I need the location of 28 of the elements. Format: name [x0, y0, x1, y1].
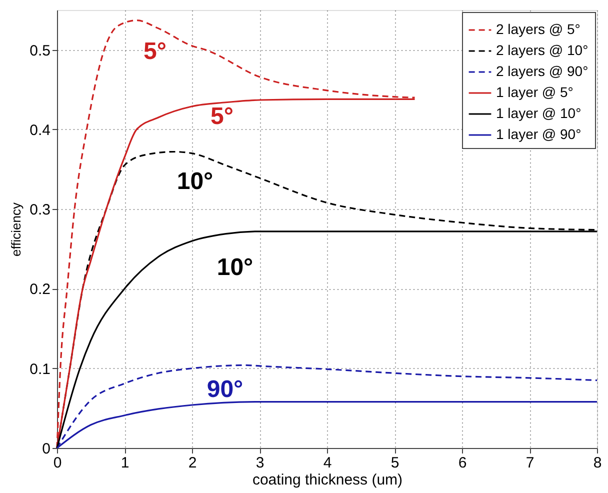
x-tick-label: 5	[390, 454, 400, 472]
annotation: 10°	[176, 168, 214, 195]
y-tick-label: 0.4	[30, 122, 50, 139]
annotation: 5°	[144, 38, 166, 65]
y-tick-label: 0.1	[30, 360, 50, 378]
y-axis-title: efficiency	[8, 202, 24, 256]
y-tick-label: 0.3	[30, 202, 50, 219]
x-tick-label: 3	[256, 454, 264, 472]
y-tick-label: 0	[42, 440, 50, 458]
x-tick-label: 1	[120, 454, 130, 472]
x-tick-label: 2	[188, 454, 197, 472]
legend-label: 2 layers @ 5°	[496, 21, 580, 37]
annotation: 90°	[206, 376, 244, 403]
y-tick-label: 0.5	[30, 42, 50, 60]
annotation: 5°	[210, 103, 234, 130]
x-tick-label: 6	[458, 454, 467, 472]
x-axis-title: coating thickness (um)	[252, 472, 403, 488]
legend-label: 1 layer @ 10°	[496, 105, 582, 121]
x-tick-label: 8	[593, 454, 602, 472]
legend-label: 2 layers @ 10°	[496, 42, 588, 58]
x-tick-label: 0	[53, 454, 62, 472]
x-tick-label: 4	[323, 454, 332, 472]
legend-label: 1 layer @ 90°	[496, 126, 582, 142]
legend-label: 1 layer @ 5°	[496, 84, 574, 100]
legend-label: 2 layers @ 90°	[496, 63, 588, 79]
y-tick-label: 0.2	[30, 281, 50, 298]
annotation: 10°	[216, 254, 254, 281]
x-tick-label: 7	[526, 454, 534, 472]
